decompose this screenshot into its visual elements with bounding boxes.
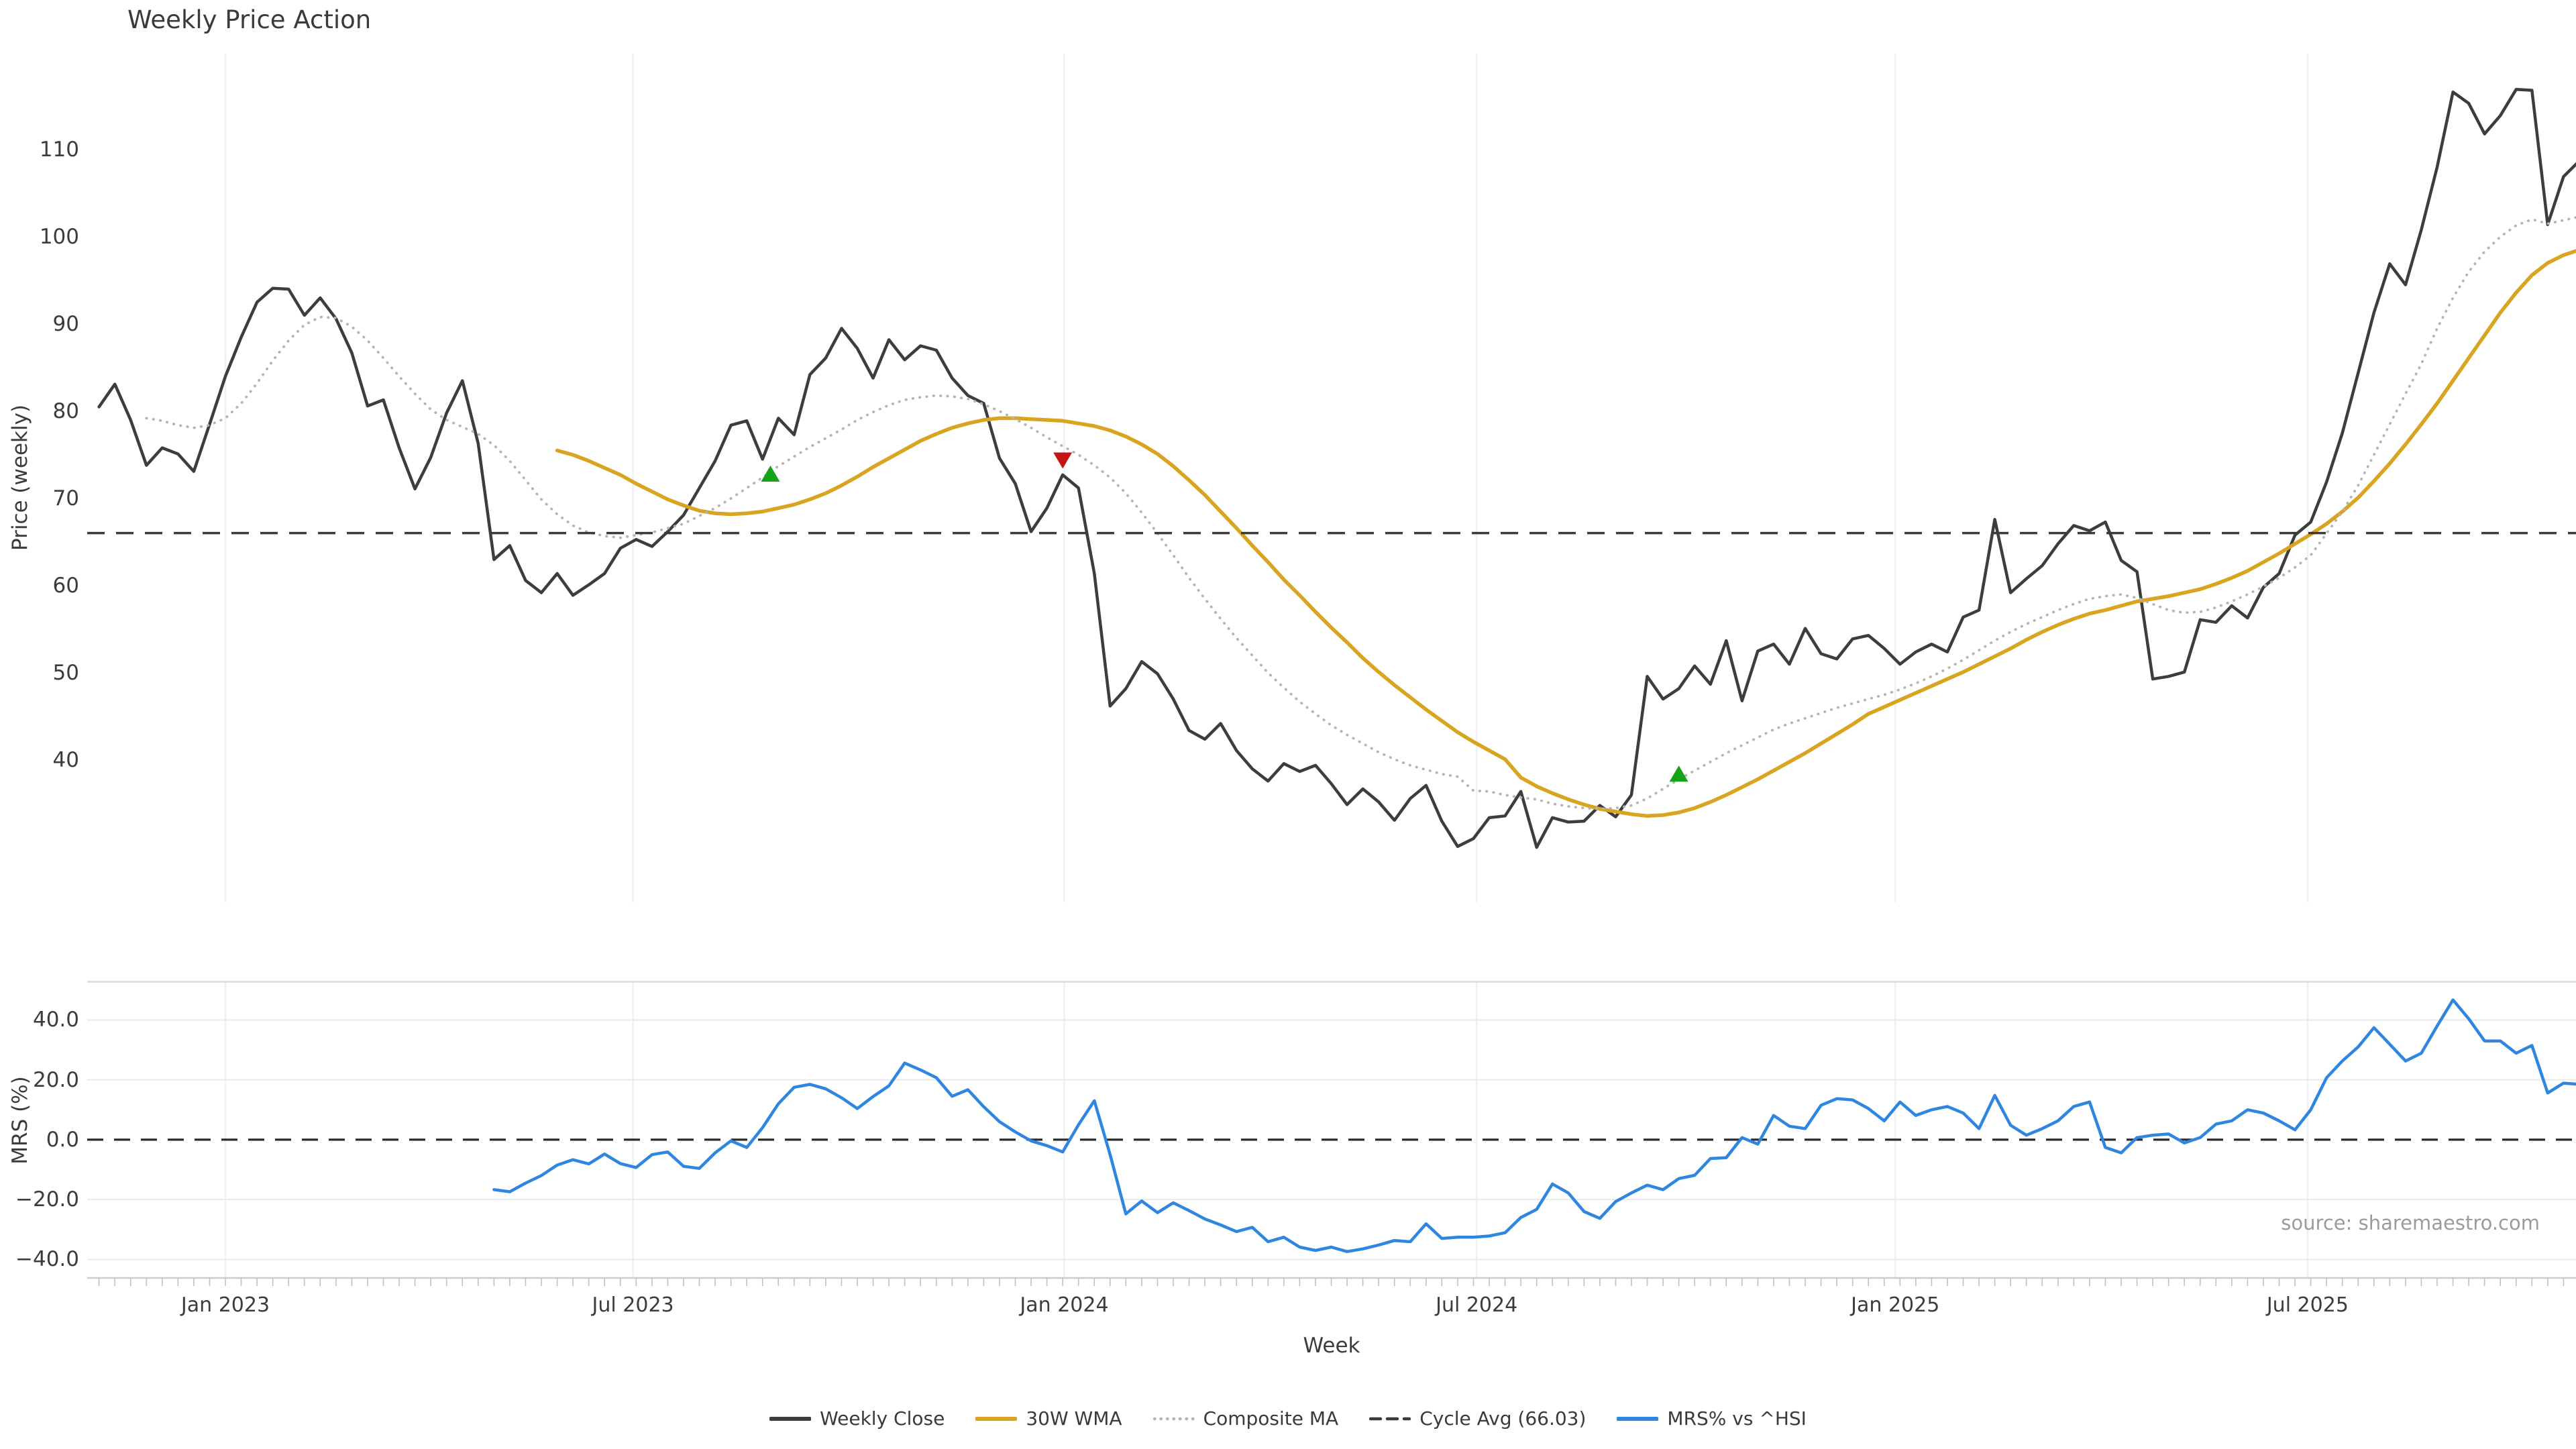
legend-item-cycle-avg-66-03: Cycle Avg (66.03) [1369, 1407, 1586, 1430]
mrs-tick-label: 40.0 [32, 1008, 79, 1032]
legend-swatch [1617, 1416, 1659, 1421]
price-tick-label: 110 [39, 138, 79, 162]
price-tick-label: 40 [52, 748, 79, 773]
x-tick-label: Jul 2025 [2266, 1293, 2349, 1317]
price-tick-label: 70 [52, 486, 79, 511]
price-panel-plot [87, 54, 2576, 902]
buy-signal-marker [761, 465, 780, 482]
mrs-panel-plot [87, 981, 2576, 1286]
legend-label: Cycle Avg (66.03) [1419, 1407, 1587, 1430]
legend-label: Weekly Close [820, 1407, 945, 1430]
x-tick-label: Jul 2023 [592, 1293, 674, 1317]
source-watermark: source: sharemaestro.com [2281, 1212, 2540, 1234]
x-tick-label: Jan 2025 [1851, 1293, 1940, 1317]
legend-label: 30W WMA [1026, 1407, 1122, 1430]
price-tick-label: 90 [52, 312, 79, 337]
mrs-tick-label: 0.0 [46, 1127, 79, 1152]
legend-item-weekly-close: Weekly Close [769, 1407, 945, 1430]
mrs-tick-label: −40.0 [15, 1247, 79, 1272]
mrs-tick-label: −20.0 [15, 1187, 79, 1212]
buy-signal-marker [1669, 765, 1688, 782]
legend-swatch [1369, 1417, 1411, 1420]
legend-label: MRS% vs ^HSI [1667, 1407, 1807, 1430]
weekly-close-line [97, 88, 2576, 849]
legend-item-30w-wma: 30W WMA [975, 1407, 1122, 1430]
mrs-tick-label: 20.0 [32, 1067, 79, 1092]
mrs-vs-hsi-line [492, 998, 2576, 1253]
chart-title: Weekly Price Action [127, 5, 372, 34]
price-tick-label: 50 [52, 661, 79, 686]
price-tick-label: 100 [39, 225, 79, 250]
x-axis-title: Week [1303, 1334, 1360, 1358]
legend-swatch [1152, 1417, 1195, 1420]
chart-legend: Weekly Close 30W WMA Composite MA Cycle Avg… [0, 1407, 2576, 1430]
30w-wma-line [555, 249, 2576, 818]
price-tick-label: 60 [52, 574, 79, 598]
x-tick-label: Jan 2024 [1020, 1293, 1109, 1317]
legend-label: Composite MA [1203, 1407, 1339, 1430]
mrs-axis-title: MRS (%) [8, 1076, 32, 1165]
x-tick-label: Jul 2024 [1436, 1293, 1518, 1317]
legend-swatch [769, 1416, 812, 1421]
legend-item-composite-ma: Composite MA [1152, 1407, 1339, 1430]
price-axis-title: Price (weekly) [8, 404, 32, 551]
x-tick-label: Jan 2023 [180, 1293, 270, 1317]
legend-swatch [975, 1416, 1018, 1421]
composite-ma-line [145, 216, 2576, 810]
legend-item-mrs-vs-hsi: MRS% vs ^HSI [1617, 1407, 1807, 1430]
sell-signal-marker [1053, 452, 1073, 469]
price-tick-label: 80 [52, 399, 79, 424]
